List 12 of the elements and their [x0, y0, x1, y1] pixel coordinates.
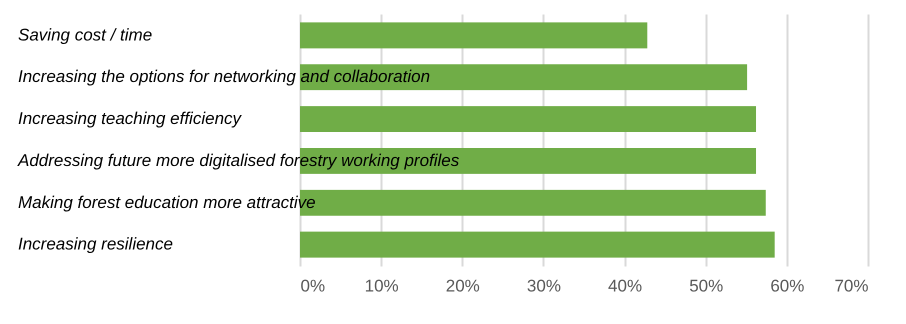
x-tick-label: 30%: [526, 276, 561, 296]
y-tick-label: Increasing teaching efficiency: [18, 109, 243, 128]
x-tick-label: 70%: [834, 276, 868, 296]
y-tick-label: Increasing the options for networking and collaboration: [18, 67, 430, 86]
y-tick-label: Increasing resilience: [18, 234, 173, 254]
x-tick-label: 60%: [770, 276, 804, 296]
x-tick-label: 50%: [689, 276, 724, 296]
x-tick-label: 40%: [608, 276, 642, 296]
y-tick-label: Saving cost / time: [18, 25, 152, 44]
x-tick-label: 10%: [364, 276, 399, 296]
x-tick-label: 20%: [446, 276, 480, 296]
x-tick-label: 0%: [300, 276, 326, 296]
